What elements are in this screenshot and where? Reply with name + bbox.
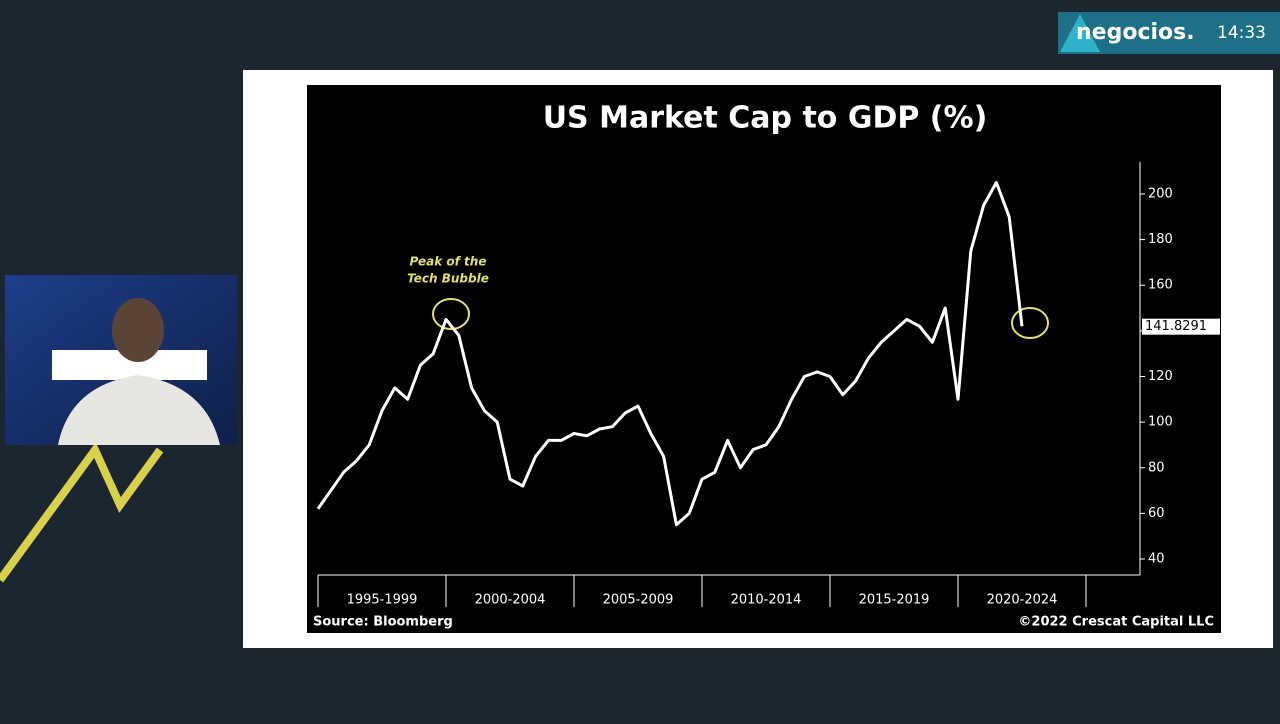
channel-logo [1060, 14, 1100, 52]
highlight-circle [1011, 307, 1049, 339]
x-tick-label: 2000-2004 [475, 593, 546, 608]
annotation: Peak of the [410, 255, 487, 269]
source: Source: Bloomberg [313, 615, 453, 630]
y-tick-label: 160 [1148, 278, 1173, 293]
x-tick-label: 2015-2019 [859, 593, 930, 608]
background-zigzag [0, 442, 164, 583]
y-tick-label: 40 [1148, 552, 1165, 567]
x-tick-label: 1995-1999 [347, 593, 418, 608]
data-line [316, 181, 1024, 527]
annotation: Tech Bubble [407, 272, 489, 286]
y-tick-label: 200 [1148, 186, 1173, 201]
y-tick-label: 80 [1148, 460, 1165, 475]
credit: ©2022 Crescat Capital LLC [1018, 615, 1214, 630]
chart-title: US Market Cap to GDP (%) [543, 101, 988, 136]
presenter-body [58, 375, 220, 445]
y-tick-label: 60 [1148, 506, 1165, 521]
last-value-box [1142, 318, 1220, 335]
last-value-label: 141.8291 [1145, 319, 1207, 334]
x-tick-label: 2010-2014 [731, 593, 802, 608]
clock: 14:33 [1217, 23, 1266, 43]
y-tick-label: 180 [1148, 232, 1173, 247]
chart-area [307, 85, 1221, 633]
y-tick-label: 100 [1148, 415, 1173, 430]
y-tick-label: 120 [1148, 369, 1173, 384]
highlight-circle [432, 298, 470, 330]
channel-name: negocios. [1076, 20, 1195, 45]
presenter-head [112, 298, 164, 362]
x-tick-label: 2005-2009 [603, 593, 674, 608]
x-tick-label: 2020-2024 [987, 593, 1058, 608]
